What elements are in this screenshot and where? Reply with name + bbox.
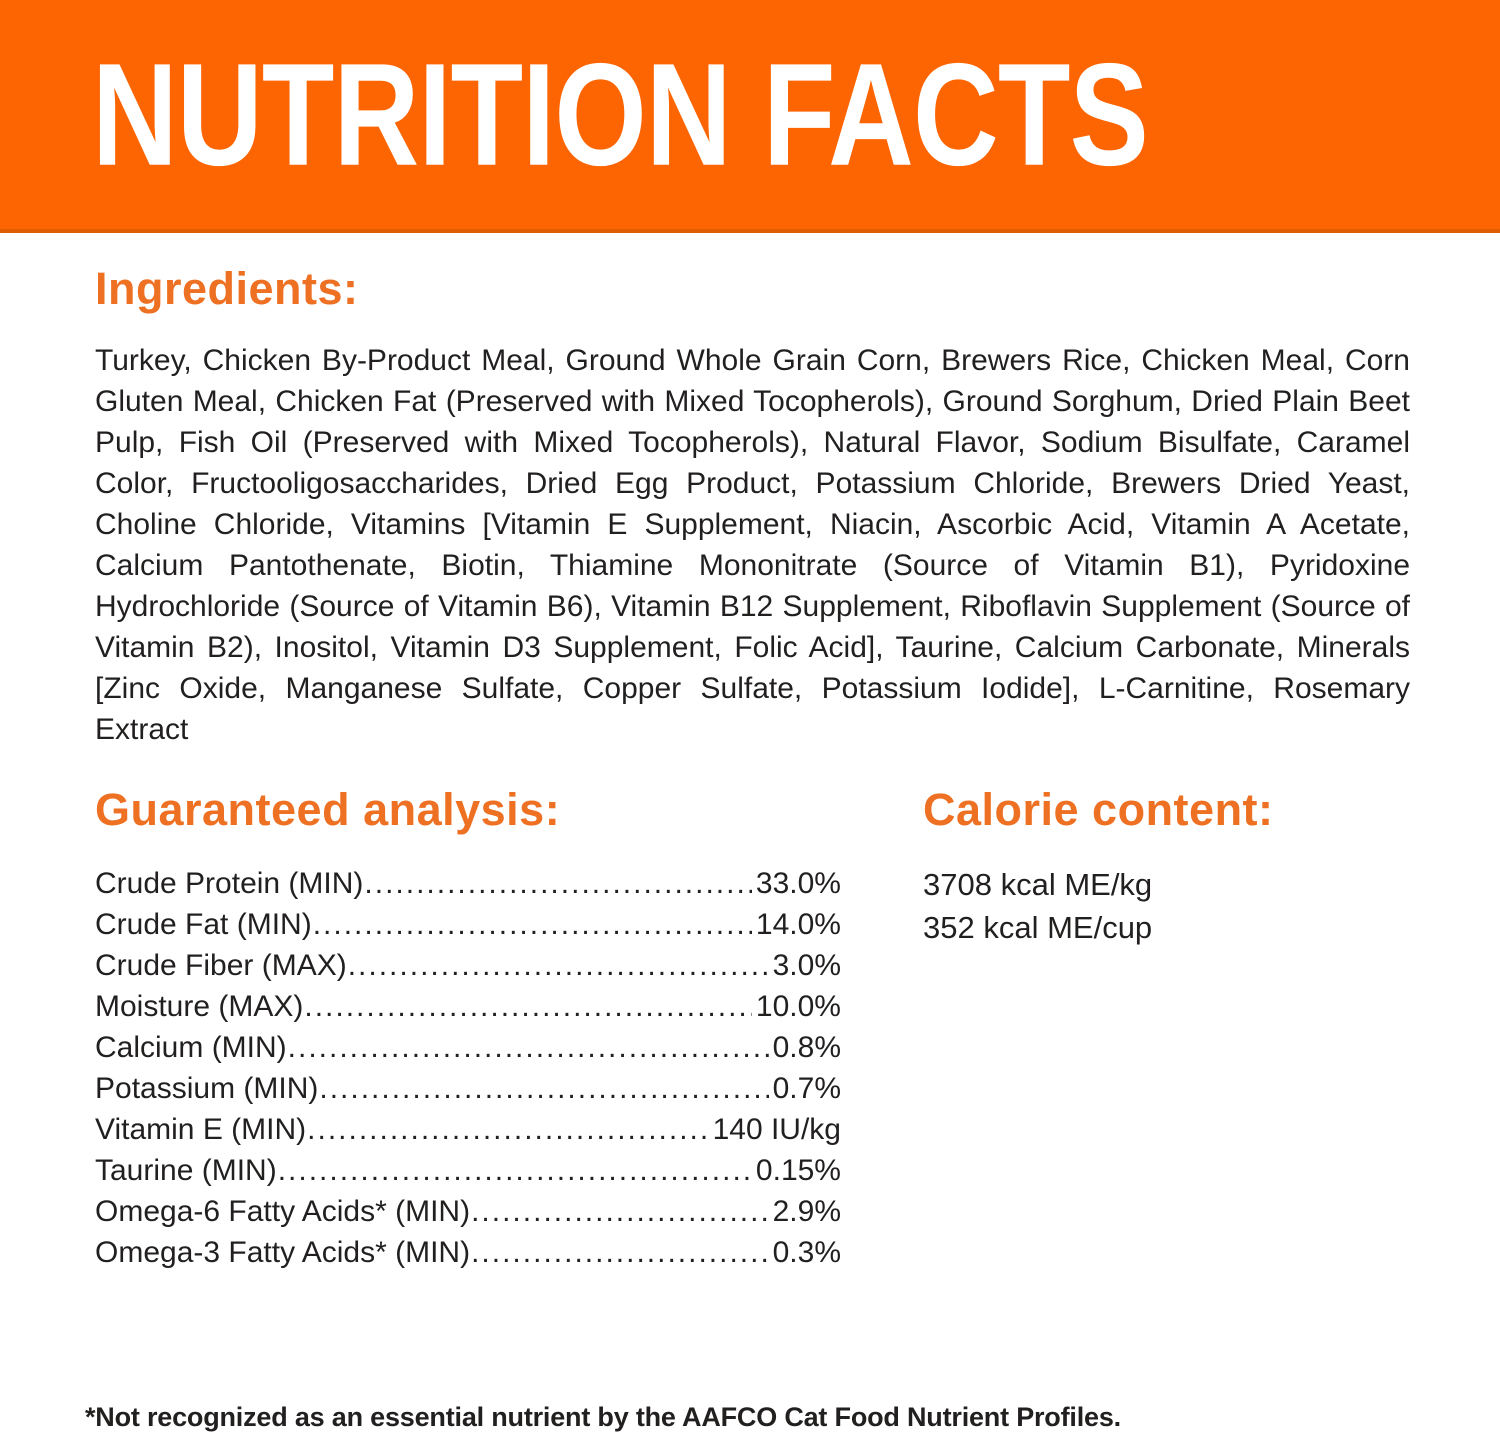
dot-leader <box>277 1150 752 1191</box>
dot-leader <box>303 986 752 1027</box>
dot-leader <box>287 1027 769 1068</box>
analysis-row: Vitamin E (MIN) 140 IU/kg <box>95 1109 841 1150</box>
analysis-row-label: Potassium (MIN) <box>95 1071 319 1105</box>
analysis-row-label: Crude Protein (MIN) <box>95 866 364 900</box>
dot-leader <box>347 945 769 986</box>
ingredients-section: Ingredients: Turkey, Chicken By-Product … <box>95 263 1410 750</box>
dot-leader <box>470 1232 769 1273</box>
ingredients-text: Turkey, Chicken By-Product Meal, Ground … <box>95 343 1410 746</box>
analysis-row-value: 0.15% <box>755 1153 841 1187</box>
dot-leader <box>306 1109 708 1150</box>
analysis-row: Crude Protein (MIN) 33.0% <box>95 863 841 904</box>
header-banner: NUTRITION FACTS <box>0 0 1500 233</box>
aafco-footnote: *Not recognized as an essential nutrient… <box>85 1402 1121 1432</box>
dot-leader <box>318 1068 768 1109</box>
analysis-row-value: 2.9% <box>772 1194 841 1228</box>
guaranteed-analysis-table: Crude Protein (MIN) 33.0% Crude Fat (MIN) 1… <box>95 863 841 1273</box>
analysis-row: Taurine (MIN) 0.15% <box>95 1150 841 1191</box>
analysis-row-value: 0.3% <box>772 1235 841 1269</box>
analysis-row-label: Vitamin E (MIN) <box>95 1112 307 1146</box>
analysis-row-value: 140 IU/kg <box>712 1112 841 1146</box>
calorie-content-section: Calorie content: 3708 kcal ME/kg 352 kca… <box>923 784 1274 1273</box>
analysis-row-label: Moisture (MAX) <box>95 989 304 1023</box>
dot-leader <box>470 1191 769 1232</box>
page-title: NUTRITION FACTS <box>92 32 1149 197</box>
label-content: Ingredients: Turkey, Chicken By-Product … <box>0 263 1500 1273</box>
analysis-row-value: 14.0% <box>755 907 841 941</box>
analysis-row-label: Omega-6 Fatty Acids* (MIN) <box>95 1194 471 1228</box>
guaranteed-analysis-section: Guaranteed analysis: Crude Protein (MIN)… <box>95 784 841 1273</box>
calorie-kcal-per-cup: 352 kcal ME/cup <box>923 909 1153 945</box>
calorie-content-values: 3708 kcal ME/kg 352 kcal ME/cup <box>923 863 1274 949</box>
analysis-columns: Guaranteed analysis: Crude Protein (MIN)… <box>95 784 1410 1273</box>
calorie-content-heading: Calorie content: <box>923 783 1274 835</box>
analysis-row-value: 0.7% <box>772 1071 841 1105</box>
guaranteed-analysis-heading: Guaranteed analysis: <box>95 783 561 835</box>
calorie-kcal-per-kg: 3708 kcal ME/kg <box>923 866 1153 902</box>
dot-leader <box>363 863 752 904</box>
analysis-row-value: 3.0% <box>772 948 841 982</box>
analysis-row: Potassium (MIN) 0.7% <box>95 1068 841 1109</box>
analysis-row-value: 33.0% <box>755 866 841 900</box>
analysis-row: Crude Fiber (MAX) 3.0% <box>95 945 841 986</box>
analysis-row: Omega-3 Fatty Acids* (MIN) 0.3% <box>95 1232 841 1273</box>
analysis-row-label: Omega-3 Fatty Acids* (MIN) <box>95 1235 471 1269</box>
analysis-row: Crude Fat (MIN) 14.0% <box>95 904 841 945</box>
analysis-row: Omega-6 Fatty Acids* (MIN) 2.9% <box>95 1191 841 1232</box>
analysis-row: Calcium (MIN) 0.8% <box>95 1027 841 1068</box>
analysis-row-value: 10.0% <box>755 989 841 1023</box>
dot-leader <box>312 904 752 945</box>
analysis-row-label: Crude Fiber (MAX) <box>95 948 347 982</box>
analysis-row-label: Calcium (MIN) <box>95 1030 287 1064</box>
analysis-row-label: Taurine (MIN) <box>95 1153 277 1187</box>
analysis-row: Moisture (MAX) 10.0% <box>95 986 841 1027</box>
analysis-row-label: Crude Fat (MIN) <box>95 907 312 941</box>
analysis-row-value: 0.8% <box>772 1030 841 1064</box>
ingredients-heading: Ingredients: <box>95 263 359 314</box>
